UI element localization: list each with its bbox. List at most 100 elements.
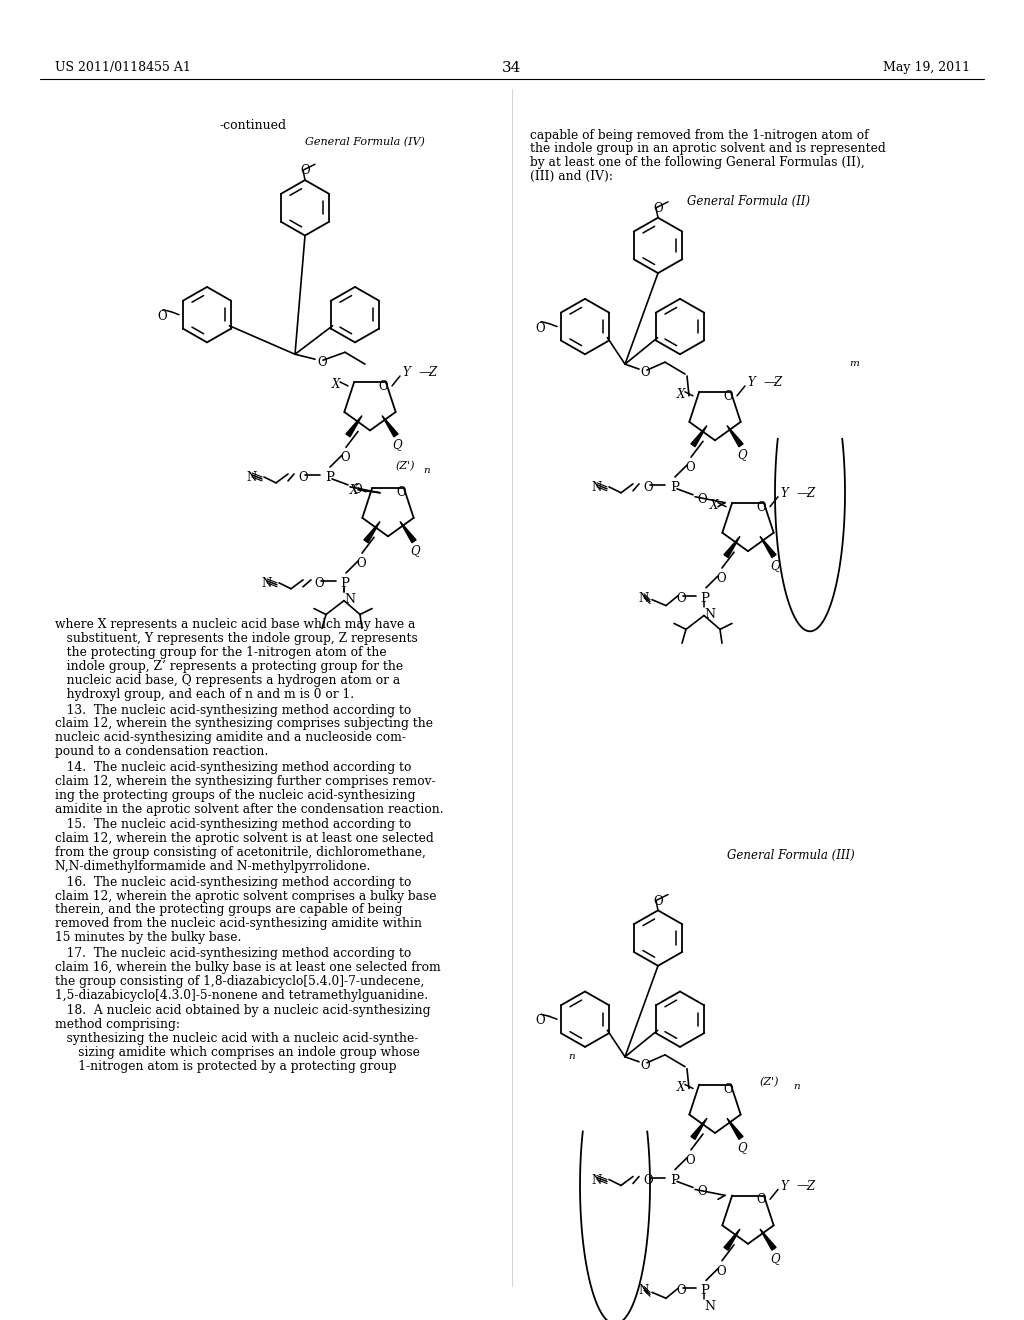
Text: —: —	[796, 1180, 809, 1192]
Text: where X represents a nucleic acid base which may have a: where X represents a nucleic acid base w…	[55, 619, 416, 631]
Text: O: O	[676, 591, 686, 605]
Text: X: X	[350, 484, 358, 496]
Text: Z: Z	[773, 376, 781, 389]
Text: X: X	[332, 378, 340, 391]
Text: Q: Q	[770, 1251, 779, 1265]
Text: US 2011/0118455 A1: US 2011/0118455 A1	[55, 61, 190, 74]
Text: Q: Q	[737, 449, 746, 461]
Text: O: O	[653, 202, 663, 215]
Text: (Z'): (Z')	[395, 461, 415, 471]
Text: 34: 34	[503, 61, 521, 75]
Text: Q: Q	[770, 560, 779, 572]
Text: 18.  A nucleic acid obtained by a nucleic acid-synthesizing: 18. A nucleic acid obtained by a nucleic…	[55, 1005, 430, 1018]
Text: N: N	[344, 593, 355, 606]
Text: claim 16, wherein the bulky base is at least one selected from: claim 16, wherein the bulky base is at l…	[55, 961, 440, 974]
Text: m: m	[849, 359, 859, 368]
Text: Z: Z	[806, 1180, 814, 1192]
Text: N: N	[591, 480, 601, 494]
Text: sizing amidite which comprises an indole group whose: sizing amidite which comprises an indole…	[55, 1045, 420, 1059]
Text: therein, and the protecting groups are capable of being: therein, and the protecting groups are c…	[55, 903, 402, 916]
Text: X: X	[677, 1081, 685, 1093]
Text: n: n	[568, 1052, 574, 1061]
Text: 13.  The nucleic acid-synthesizing method according to: 13. The nucleic acid-synthesizing method…	[55, 704, 412, 717]
Text: O: O	[685, 1154, 694, 1167]
Text: N: N	[246, 471, 256, 484]
Text: from the group consisting of acetonitrile, dichloromethane,: from the group consisting of acetonitril…	[55, 846, 426, 859]
Polygon shape	[724, 1229, 740, 1250]
Text: Q: Q	[737, 1140, 746, 1154]
Text: (Z'): (Z')	[760, 1077, 779, 1086]
Text: P: P	[340, 577, 349, 590]
Text: n: n	[793, 1081, 800, 1090]
Text: P: P	[670, 1173, 679, 1187]
Text: the indole group in an aprotic solvent and is represented: the indole group in an aprotic solvent a…	[530, 143, 886, 156]
Text: synthesizing the nucleic acid with a nucleic acid-synthe-: synthesizing the nucleic acid with a nuc…	[55, 1032, 419, 1045]
Text: O: O	[643, 1173, 652, 1187]
Text: O: O	[676, 1284, 686, 1298]
Text: O: O	[697, 492, 707, 506]
Text: O: O	[685, 461, 694, 474]
Text: Y: Y	[780, 487, 787, 500]
Text: O: O	[535, 322, 545, 334]
Text: amidite in the aprotic solvent after the condensation reaction.: amidite in the aprotic solvent after the…	[55, 803, 443, 816]
Text: O: O	[640, 1059, 649, 1072]
Text: Y: Y	[746, 376, 755, 389]
Text: O: O	[378, 380, 388, 393]
Text: N: N	[591, 1173, 601, 1187]
Text: method comprising:: method comprising:	[55, 1018, 180, 1031]
Text: —: —	[796, 487, 809, 500]
Text: capable of being removed from the 1-nitrogen atom of: capable of being removed from the 1-nitr…	[530, 128, 868, 141]
Text: N: N	[261, 577, 271, 590]
Text: nucleic acid-synthesizing amidite and a nucleoside com-: nucleic acid-synthesizing amidite and a …	[55, 731, 406, 744]
Text: (III) and (IV):: (III) and (IV):	[530, 170, 613, 183]
Text: May 19, 2011: May 19, 2011	[883, 61, 970, 74]
Text: ing the protecting groups of the nucleic acid-synthesizing: ing the protecting groups of the nucleic…	[55, 788, 416, 801]
Text: Z: Z	[428, 366, 436, 379]
Text: General Formula (III): General Formula (III)	[727, 849, 855, 862]
Text: O: O	[723, 1082, 732, 1096]
Text: N: N	[705, 607, 715, 620]
Text: claim 12, wherein the synthesizing comprises subjecting the: claim 12, wherein the synthesizing compr…	[55, 717, 433, 730]
Text: Z: Z	[806, 487, 814, 500]
Text: 1,5-diazabicyclo[4.3.0]-5-nonene and tetramethylguanidine.: 1,5-diazabicyclo[4.3.0]-5-nonene and tet…	[55, 989, 428, 1002]
Text: removed from the nucleic acid-synthesizing amidite within: removed from the nucleic acid-synthesizi…	[55, 917, 422, 931]
Text: claim 12, wherein the synthesizing further comprises remov-: claim 12, wherein the synthesizing furth…	[55, 775, 435, 788]
Text: O: O	[723, 389, 732, 403]
Text: Q: Q	[410, 544, 420, 557]
Text: O: O	[716, 1265, 726, 1278]
Text: N: N	[705, 1300, 715, 1313]
Text: O: O	[640, 366, 649, 379]
Text: O: O	[356, 557, 366, 570]
Polygon shape	[724, 536, 740, 557]
Text: O: O	[298, 471, 307, 484]
Polygon shape	[727, 1118, 743, 1139]
Text: General Formula (IV): General Formula (IV)	[305, 136, 425, 147]
Text: hydroxyl group, and each of n and m is 0 or 1.: hydroxyl group, and each of n and m is 0…	[55, 688, 354, 701]
Text: N: N	[638, 1284, 648, 1298]
Polygon shape	[691, 1118, 707, 1139]
Text: O: O	[314, 577, 324, 590]
Text: P: P	[325, 471, 334, 484]
Text: —: —	[418, 366, 430, 379]
Text: N,N-dimethylformamide and N-methylpyrrolidone.: N,N-dimethylformamide and N-methylpyrrol…	[55, 859, 371, 873]
Text: the group consisting of 1,8-diazabicyclo[5.4.0]-7-undecene,: the group consisting of 1,8-diazabicyclo…	[55, 974, 424, 987]
Text: —: —	[763, 376, 775, 389]
Polygon shape	[760, 1229, 776, 1250]
Text: Q: Q	[392, 438, 401, 451]
Text: O: O	[643, 480, 652, 494]
Text: O: O	[300, 164, 309, 177]
Text: 14.  The nucleic acid-synthesizing method according to: 14. The nucleic acid-synthesizing method…	[55, 760, 412, 774]
Text: claim 12, wherein the aprotic solvent comprises a bulky base: claim 12, wherein the aprotic solvent co…	[55, 890, 436, 903]
Polygon shape	[400, 521, 416, 543]
Text: 1-nitrogen atom is protected by a protecting group: 1-nitrogen atom is protected by a protec…	[55, 1060, 396, 1073]
Text: 15 minutes by the bulky base.: 15 minutes by the bulky base.	[55, 931, 242, 944]
Text: Y: Y	[402, 366, 410, 379]
Text: indole group, Z’ represents a protecting group for the: indole group, Z’ represents a protecting…	[55, 660, 403, 673]
Text: the protecting group for the 1-nitrogen atom of the: the protecting group for the 1-nitrogen …	[55, 647, 387, 659]
Text: 16.  The nucleic acid-synthesizing method according to: 16. The nucleic acid-synthesizing method…	[55, 875, 412, 888]
Text: n: n	[423, 466, 430, 475]
Text: O: O	[396, 486, 406, 499]
Text: P: P	[700, 1284, 709, 1298]
Text: O: O	[653, 895, 663, 908]
Text: -continued: -continued	[220, 119, 287, 132]
